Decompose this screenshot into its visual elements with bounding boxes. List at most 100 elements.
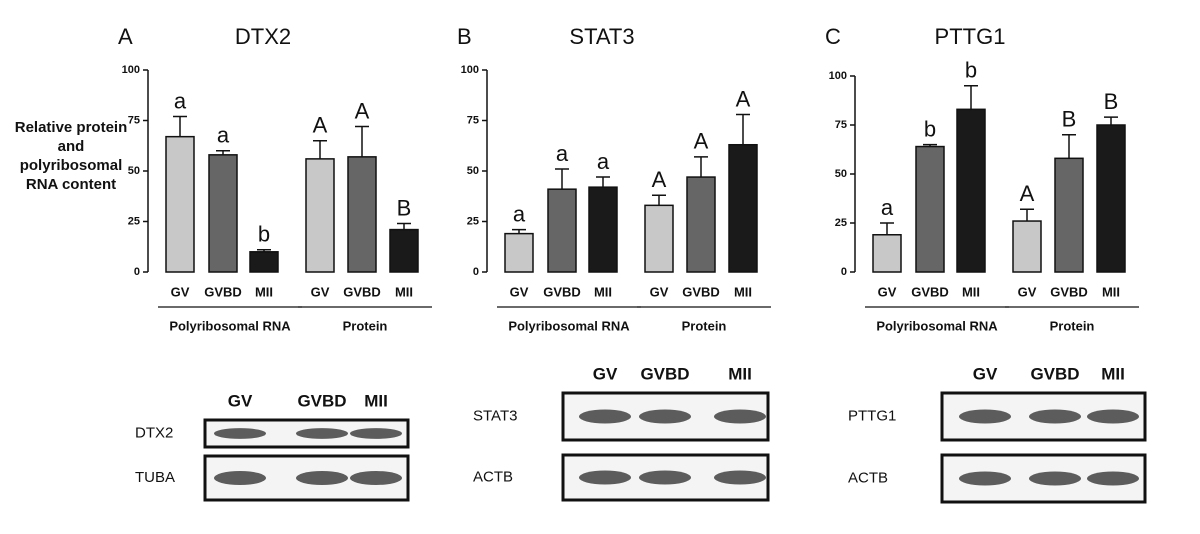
error-bar <box>555 168 569 190</box>
significance-label: B <box>1062 107 1077 132</box>
x-tick-label: GVBD <box>204 284 242 299</box>
bar <box>504 232 534 273</box>
x-tick-label: GV <box>878 284 897 299</box>
x-tick-label: GVBD <box>343 284 381 299</box>
significance-label: A <box>355 98 370 123</box>
blot-band <box>714 470 766 485</box>
significance-label: b <box>924 116 936 141</box>
x-tick-label: GV <box>311 284 330 299</box>
significance-label: A <box>1020 181 1035 206</box>
error-bar <box>964 85 978 110</box>
bar <box>956 108 986 273</box>
x-tick-label: GVBD <box>911 284 949 299</box>
chart-title: PTTG1 <box>935 24 1006 49</box>
group-label: Polyribosomal RNA <box>876 318 998 333</box>
x-tick-label: MII <box>1102 284 1120 299</box>
blot-lane-label: GV <box>593 364 618 383</box>
x-tick-label: GVBD <box>682 284 720 299</box>
x-tick-label: GVBD <box>1050 284 1088 299</box>
y-tick-label: 25 <box>835 217 847 229</box>
blot-lane-label: MII <box>364 391 388 410</box>
y-tick-label: 75 <box>467 114 479 126</box>
y-axis-label: Relative protein and polyribosomal RNA c… <box>14 119 128 193</box>
y-tick-label: 75 <box>835 119 847 131</box>
bar <box>872 234 902 273</box>
error-bar <box>1062 134 1076 159</box>
chart-title: STAT3 <box>569 24 634 49</box>
blot-band <box>296 428 348 439</box>
bar <box>1012 220 1042 273</box>
y-tick-label: 100 <box>122 64 140 76</box>
bar <box>249 251 279 273</box>
error-bar <box>512 228 526 234</box>
error-bar <box>596 176 610 188</box>
blot-lane-label: GV <box>228 391 253 410</box>
y-tick-label: 0 <box>841 266 847 278</box>
blot-row-label: TUBA <box>135 469 175 486</box>
blot-band <box>639 409 691 424</box>
error-bar <box>257 249 271 252</box>
error-bar <box>923 143 937 147</box>
blot-band <box>714 409 766 424</box>
group-label: Protein <box>682 318 727 333</box>
error-bar <box>173 115 187 137</box>
blot-row-label: ACTB <box>848 469 888 486</box>
significance-label: a <box>217 123 230 148</box>
bar <box>305 158 335 273</box>
significance-label: B <box>397 195 412 220</box>
y-tick-label: 100 <box>461 64 479 76</box>
panel-letter: A <box>118 24 133 49</box>
x-tick-label: MII <box>594 284 612 299</box>
significance-label: a <box>556 141 569 166</box>
group-label: Protein <box>343 318 388 333</box>
x-tick-label: GV <box>171 284 190 299</box>
blot-band <box>350 471 402 485</box>
x-tick-label: GV <box>1018 284 1037 299</box>
error-bar <box>1020 208 1034 222</box>
x-tick-label: GV <box>510 284 529 299</box>
bar <box>1054 157 1084 273</box>
bar <box>644 204 674 273</box>
x-tick-label: MII <box>255 284 273 299</box>
bar <box>1096 124 1126 273</box>
blot-lane-label: GVBD <box>297 391 346 410</box>
blot-band <box>959 471 1011 486</box>
blot-row-label: PTTG1 <box>848 407 896 424</box>
error-bar <box>694 156 708 178</box>
y-tick-label: 25 <box>467 215 479 227</box>
significance-label: a <box>597 149 610 174</box>
panel-letter: B <box>457 24 472 49</box>
blot-lane-label: MII <box>728 364 752 383</box>
blot-band <box>959 409 1011 424</box>
significance-label: A <box>736 86 751 111</box>
significance-label: a <box>174 88 187 113</box>
blot-band <box>350 428 402 439</box>
significance-label: A <box>652 167 667 192</box>
error-bar <box>652 194 666 206</box>
significance-label: b <box>965 58 977 83</box>
error-bar <box>880 222 894 235</box>
y-tick-label: 0 <box>134 266 140 278</box>
x-tick-label: GV <box>650 284 669 299</box>
blot-band <box>296 471 348 485</box>
y-tick-label: 75 <box>128 114 140 126</box>
blot-band <box>214 428 266 439</box>
blot-band <box>579 470 631 485</box>
group-label: Protein <box>1050 318 1095 333</box>
blot-band <box>579 409 631 424</box>
bar <box>728 143 758 273</box>
blot-band <box>639 470 691 485</box>
group-label: Polyribosomal RNA <box>508 318 630 333</box>
bar <box>588 186 618 273</box>
bar <box>389 228 419 273</box>
blot-lane-label: GVBD <box>1030 364 1079 383</box>
error-bar <box>736 113 750 145</box>
blot-band <box>1087 471 1139 486</box>
error-bar <box>355 125 369 157</box>
blot-band <box>214 471 266 485</box>
y-tick-label: 50 <box>835 168 847 180</box>
bar <box>915 145 945 273</box>
x-tick-label: MII <box>734 284 752 299</box>
